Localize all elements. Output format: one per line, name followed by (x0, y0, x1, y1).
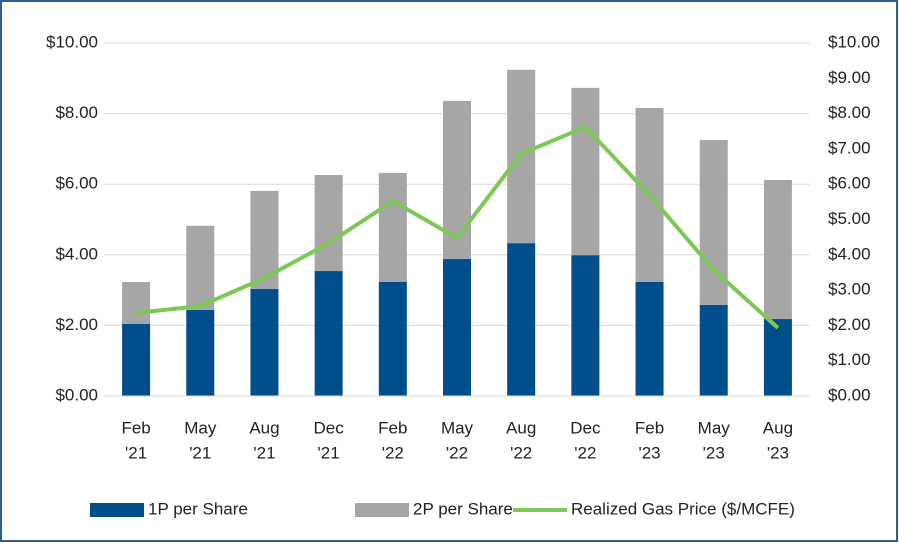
x-tick-label: '23 (703, 443, 725, 462)
bar (378, 172, 407, 282)
x-tick-label: Feb (635, 418, 664, 437)
bar (571, 255, 600, 396)
y-tick-label: $4.00 (55, 244, 98, 263)
x-tick-label: '23 (767, 443, 789, 462)
legend-label: 2P per Share (413, 499, 513, 518)
bar (763, 179, 792, 320)
x-tick-label: Feb (121, 418, 150, 437)
bar (378, 281, 407, 396)
y-tick-label: $2.00 (55, 315, 98, 334)
x-tick-label: Aug (763, 418, 793, 437)
x-tick-label: Dec (570, 418, 601, 437)
y2-tick-label: $2.00 (828, 315, 871, 334)
y2-tick-label: $5.00 (828, 209, 871, 228)
x-tick-label: '22 (574, 443, 596, 462)
bar (250, 289, 279, 396)
x-tick-label: Dec (314, 418, 345, 437)
line-series (135, 125, 780, 330)
x-tick-label: '22 (382, 443, 404, 462)
x-tick-label: Aug (506, 418, 536, 437)
y2-tick-label: $3.00 (828, 280, 871, 299)
y-tick-label: $0.00 (55, 385, 98, 404)
y2-tick-label: $4.00 (828, 244, 871, 263)
y2-tick-label: $0.00 (828, 385, 871, 404)
bar (186, 225, 215, 310)
x-tick-label: May (184, 418, 217, 437)
x-tick-label: Aug (249, 418, 279, 437)
legend-label: 1P per Share (148, 499, 248, 518)
bar (507, 243, 536, 396)
legend-swatch (90, 503, 144, 517)
bar (635, 281, 664, 396)
y-tick-label: $10.00 (46, 32, 98, 51)
x-tick-label: '21 (318, 443, 340, 462)
y2-tick-label: $8.00 (828, 103, 871, 122)
bar (122, 281, 151, 324)
x-tick-label: Feb (378, 418, 407, 437)
y-tick-label: $8.00 (55, 103, 98, 122)
legend-swatch (355, 503, 409, 517)
y2-tick-label: $7.00 (828, 138, 871, 157)
x-tick-label: May (698, 418, 731, 437)
bar (314, 175, 343, 272)
bar (122, 323, 151, 396)
bar (443, 259, 471, 396)
bar (763, 319, 792, 396)
y2-tick-label: $1.00 (828, 350, 871, 369)
bar (314, 271, 343, 396)
y2-tick-label: $6.00 (828, 174, 871, 193)
x-tick-label: '21 (189, 443, 211, 462)
x-tick-label: '22 (446, 443, 468, 462)
bar (699, 304, 728, 396)
x-tick-label: '23 (638, 443, 660, 462)
y2-tick-label: $10.00 (828, 32, 880, 51)
bar (571, 87, 600, 256)
legend-label: Realized Gas Price ($/MCFE) (571, 499, 795, 518)
x-tick-label: '21 (125, 443, 147, 462)
x-tick-label: '22 (510, 443, 532, 462)
x-tick-label: '21 (253, 443, 275, 462)
y2-tick-label: $9.00 (828, 68, 871, 87)
bar (186, 309, 215, 396)
y-tick-label: $6.00 (55, 174, 98, 193)
x-tick-label: May (441, 418, 474, 437)
